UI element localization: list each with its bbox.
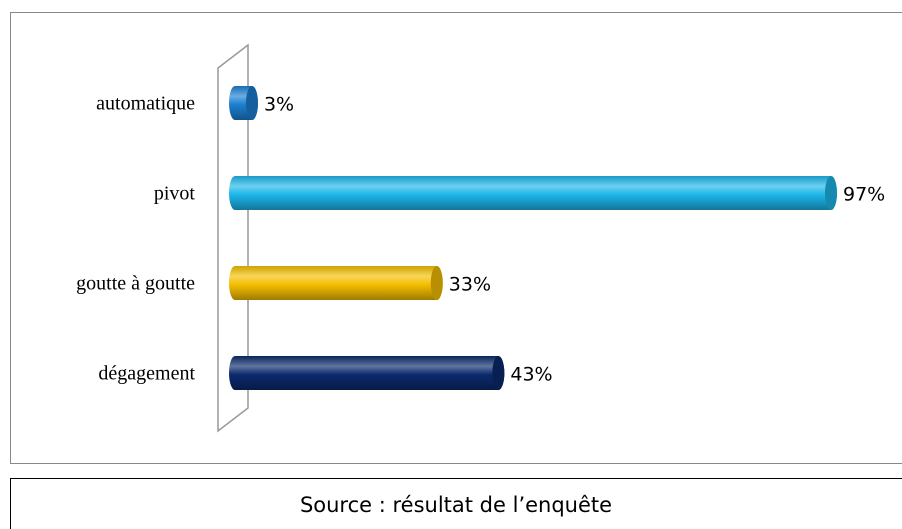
bar xyxy=(229,356,505,390)
bar xyxy=(229,176,837,210)
bar-cap xyxy=(492,356,505,390)
bar-cap xyxy=(245,86,258,120)
source-text: Source : résultat de l’enquête xyxy=(300,493,612,517)
category-label: dégagement xyxy=(98,363,195,385)
bar xyxy=(229,266,443,300)
bar-cap xyxy=(825,176,837,210)
value-label: 3% xyxy=(264,94,294,116)
chart-frame xyxy=(10,12,902,464)
category-label: automatique xyxy=(96,93,195,115)
value-label: 97% xyxy=(843,184,885,206)
axis-wall xyxy=(217,43,249,433)
bar-cap xyxy=(430,266,443,300)
category-label: pivot xyxy=(154,183,196,205)
category-label: goutte à goutte xyxy=(76,273,195,295)
source-box xyxy=(10,478,902,529)
value-label: 33% xyxy=(449,274,491,296)
value-label: 43% xyxy=(510,364,552,386)
